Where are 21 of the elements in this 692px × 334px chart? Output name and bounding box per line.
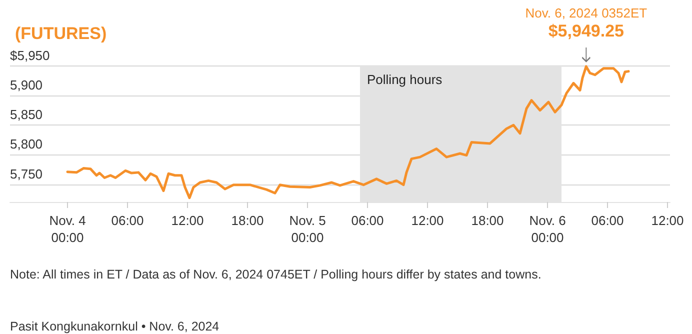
text: Pasit Kongkunakornkul • Nov. 6, 2024 xyxy=(10,320,220,334)
x-tick-label: 12:00 xyxy=(171,213,204,228)
x-tick-label: Nov. 5 00:00 xyxy=(289,213,326,245)
y-tick-label: 5,750 xyxy=(10,166,43,182)
band-label: Polling hours xyxy=(367,72,443,87)
x-tick-label: 06:00 xyxy=(351,213,384,228)
x-tick-label: 12:00 xyxy=(651,213,684,228)
x-tick-label: Nov. 6 00:00 xyxy=(529,213,566,245)
y-tick-label: 5,850 xyxy=(10,107,43,122)
x-tick-label: 06:00 xyxy=(111,213,144,228)
x-tick-label: 18:00 xyxy=(471,213,504,228)
x-tick-label: Nov. 4 00:00 xyxy=(49,213,86,245)
y-tick-label: 5,900 xyxy=(10,78,43,93)
x-tick-label: 18:00 xyxy=(231,213,264,228)
y-tick-label: 5,800 xyxy=(10,136,43,152)
x-tick-label: 12:00 xyxy=(411,213,444,228)
chart-title: (FUTURES) xyxy=(15,24,107,43)
x-tick-label: 06:00 xyxy=(591,213,624,228)
annotation: Nov. 6, 2024 0352ET $5,949.25 xyxy=(525,6,648,41)
y-tick-label: $5,950 xyxy=(10,48,50,63)
text: Note: All times in ET / Data as of Nov. 6, 2024 0745ET / Polling hours differ by states and towns. xyxy=(10,268,542,282)
